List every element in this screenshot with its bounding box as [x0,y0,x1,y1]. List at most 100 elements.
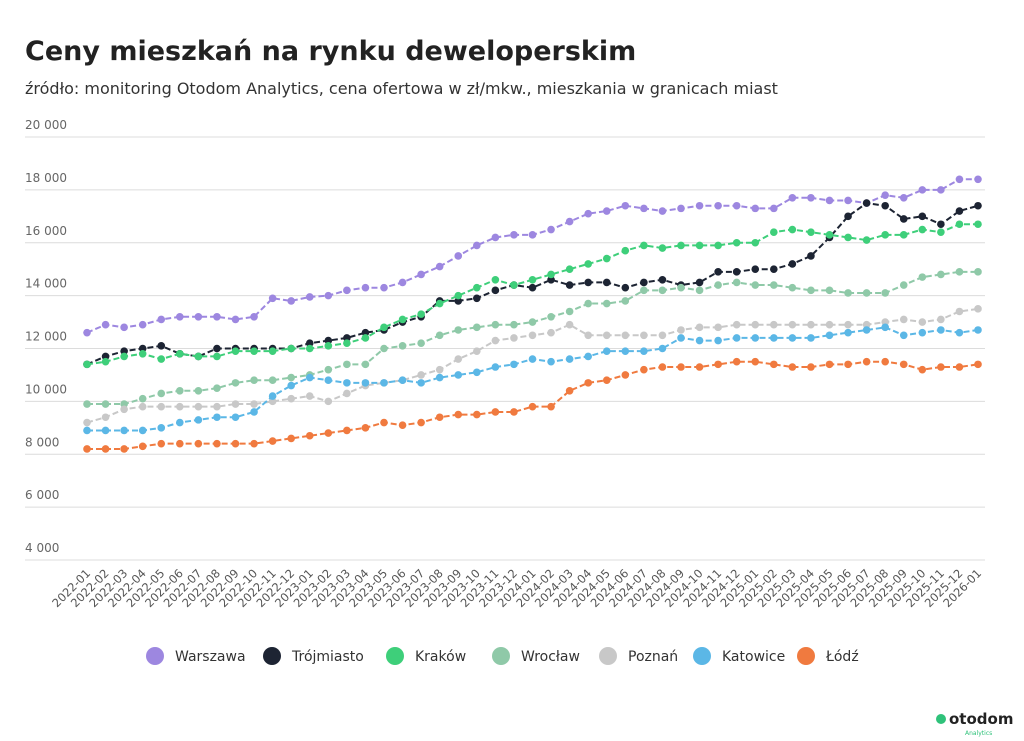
data-point [176,312,184,321]
data-point [138,320,147,329]
data-point [695,323,704,332]
data-point [862,236,871,244]
data-point [157,342,166,350]
data-point [621,347,630,355]
logo-icon [936,714,946,724]
data-point [398,342,407,350]
data-point [194,387,203,395]
data-point [714,268,722,276]
legend-swatch [386,647,404,665]
logo: otodom Analytics [936,710,1013,737]
data-point [844,212,852,221]
data-point [974,175,982,184]
data-point [621,246,630,255]
y-tick-label: 18 000 [25,171,67,185]
series [83,175,982,337]
data-point [231,400,240,408]
data-point [305,431,314,440]
data-point [176,439,184,448]
data-point [695,286,704,295]
data-point [213,344,221,353]
legend-label: Katowice [722,649,785,665]
data-point [528,318,537,326]
data-point [473,241,481,250]
data-point [658,286,667,295]
data-point [305,373,314,382]
data-point [417,310,425,318]
legend-swatch [599,647,617,665]
data-point [417,371,425,379]
data-point [324,429,333,437]
data-point [844,233,852,242]
data-point [176,402,184,411]
data-point [213,413,221,422]
data-point [305,392,314,400]
chart-subtitle: źródło: monitoring Otodom Analytics, cen… [25,79,778,98]
data-point [120,347,128,355]
data-point [788,334,797,342]
data-point [602,347,611,355]
data-point [268,392,277,400]
data-point [658,207,667,215]
logo-subtext: Analytics [965,730,992,737]
data-point [825,331,834,340]
data-point [510,231,518,239]
data-point [528,283,537,292]
data-point [380,283,388,292]
data-point [732,201,741,210]
data-point [732,357,741,366]
y-tick-label: 4 000 [25,541,59,555]
data-point [194,439,203,448]
data-point [101,426,110,435]
data-point [807,228,815,236]
data-point [714,241,722,250]
data-point [714,201,722,210]
data-point [176,349,184,358]
data-point [770,204,778,213]
data-point [120,426,128,435]
data-point [343,389,351,398]
data-point [361,283,370,292]
data-point [565,265,574,273]
data-point [380,418,388,427]
data-point [324,376,333,385]
data-point [138,442,147,451]
data-point [788,283,797,292]
data-point [621,283,630,292]
data-point [417,379,425,387]
data-point [974,268,982,276]
data-point [937,228,945,236]
data-point [454,410,463,419]
data-point [770,334,778,342]
data-point [547,270,555,279]
data-point [602,207,611,215]
data-point [621,201,630,210]
data-point [658,244,667,252]
data-point [435,262,444,271]
data-point [937,186,945,194]
data-point [120,323,128,332]
data-point [83,418,91,427]
data-point [751,281,760,289]
data-point [677,283,685,292]
data-point [547,275,555,284]
data-point [918,186,927,194]
data-point [454,355,463,363]
data-point [547,225,555,234]
data-point [194,352,203,361]
data-point [677,363,685,371]
legend-swatch [492,647,510,665]
data-point [658,331,667,340]
data-point [213,384,221,392]
data-point [268,347,277,355]
data-point [398,421,407,429]
data-point [547,357,555,366]
data-point [510,360,518,369]
legend-swatch [797,647,815,665]
data-point [788,363,797,371]
data-point [213,439,221,448]
data-point [695,336,704,345]
legend-label: Warszawa [175,649,246,665]
data-point [862,326,871,334]
data-point [918,212,927,221]
